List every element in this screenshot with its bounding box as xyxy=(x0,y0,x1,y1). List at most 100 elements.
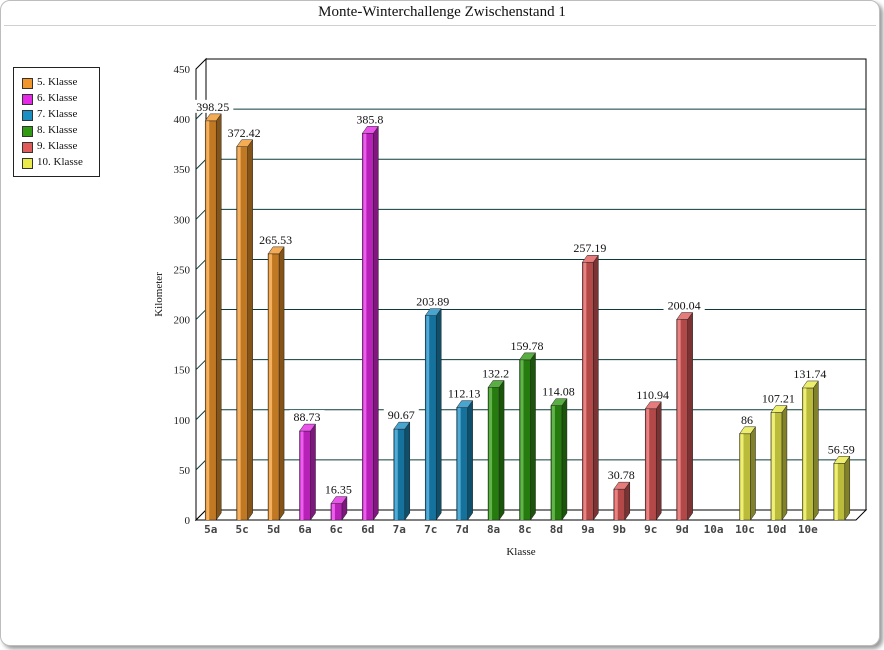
bar-top-5a xyxy=(204,113,222,122)
bar-side-6a xyxy=(310,423,316,521)
bar-side-9d xyxy=(687,311,693,521)
gridline-side-300 xyxy=(195,208,207,220)
bar-side-8a xyxy=(498,379,505,521)
bar-highlight-10d xyxy=(771,412,775,520)
bar-highlight-9d xyxy=(677,319,681,520)
value-label-bar-20: 56.59 xyxy=(828,442,855,456)
bar-highlight-10e xyxy=(803,387,807,520)
value-label-6d: 385.8 xyxy=(356,112,383,126)
bar-side-5a xyxy=(215,113,222,521)
bar-top-8a xyxy=(487,380,505,388)
x-axis-title: Klasse xyxy=(506,546,535,558)
bar-top-7d xyxy=(456,400,474,408)
y-tick-0: 0 xyxy=(185,515,191,527)
y-tick-100: 100 xyxy=(174,415,191,427)
legend-label-10-klasse: 10. Klasse xyxy=(37,156,83,168)
y-tick-200: 200 xyxy=(174,315,191,327)
value-label-6a: 88.73 xyxy=(294,410,321,424)
value-label-7d: 112.13 xyxy=(448,387,481,401)
bar-highlight-9c xyxy=(646,408,650,520)
value-label-bg-9b xyxy=(603,468,639,482)
bar-highlight-8c xyxy=(520,359,524,520)
gridline-side-250 xyxy=(195,259,207,270)
value-label-9c: 110.94 xyxy=(636,388,669,402)
bar-side-9c xyxy=(655,401,662,521)
bar-side-7c xyxy=(435,307,442,521)
bar-side-5d xyxy=(278,246,285,521)
bar-top-6a xyxy=(299,423,316,432)
bar-top-10c xyxy=(739,426,756,435)
bar-top-9d xyxy=(676,312,694,320)
bar-side-10d xyxy=(781,404,788,521)
value-label-8d: 114.08 xyxy=(542,385,575,399)
bar-highlight-6c xyxy=(331,503,335,520)
bar-side-6d xyxy=(373,125,379,521)
y-tick-350: 350 xyxy=(174,164,191,176)
bar-side-5c xyxy=(247,138,253,521)
legend-label-6-klasse: 6. Klasse xyxy=(37,92,78,104)
value-label-bg-10c xyxy=(738,412,756,426)
x-tick-5c: 5c xyxy=(236,523,249,536)
value-label-6c: 16.35 xyxy=(325,483,352,497)
plot-side-wall xyxy=(195,57,207,522)
x-tick-9a: 9a xyxy=(581,523,594,536)
value-label-bg-bar-20 xyxy=(823,442,859,456)
x-tick-6d: 6d xyxy=(361,523,374,536)
legend-label-9-klasse: 9. Klasse xyxy=(37,140,78,152)
bar-top-8d xyxy=(550,398,568,406)
bar-top-9b xyxy=(613,481,631,490)
legend-swatch-6-klasse xyxy=(22,94,33,105)
value-label-bg-7c xyxy=(412,294,454,308)
value-label-bg-10e xyxy=(789,366,831,380)
x-tick-8a: 8a xyxy=(487,523,500,536)
y-tick-50: 50 xyxy=(179,465,191,477)
bar-highlight-9b xyxy=(614,489,618,520)
legend-label-5-klasse: 5. Klasse xyxy=(37,76,78,88)
legend-swatch-8-klasse xyxy=(22,126,33,137)
gridline-side-150 xyxy=(195,359,207,371)
value-label-bg-7a xyxy=(383,408,419,422)
y-axis-title: Kilometer xyxy=(153,272,165,317)
bar-side-bar-20 xyxy=(844,455,851,521)
value-label-10c: 86 xyxy=(741,413,753,427)
value-label-bg-5a xyxy=(192,99,234,113)
value-label-7a: 90.67 xyxy=(388,408,415,422)
bar-highlight-6a xyxy=(300,431,304,520)
value-label-bg-6d xyxy=(352,112,388,126)
x-tick-7c: 7c xyxy=(424,523,437,536)
bar-highlight-5d xyxy=(269,253,273,520)
gridline-side-100 xyxy=(195,409,207,421)
bar-top-7c xyxy=(424,308,442,316)
bar-highlight-8d xyxy=(551,405,555,520)
y-tick-300: 300 xyxy=(174,214,191,226)
title-divider xyxy=(4,25,876,26)
value-label-bg-7d xyxy=(443,386,485,400)
x-tick-8d: 8d xyxy=(550,523,563,536)
x-tick-5a: 5a xyxy=(204,523,217,536)
x-tick-10c: 10c xyxy=(735,523,755,536)
x-tick-7d: 7d xyxy=(456,523,469,536)
y-tick-150: 150 xyxy=(174,365,191,377)
value-label-10d: 107.21 xyxy=(762,392,795,406)
value-label-bg-9c xyxy=(632,387,674,401)
x-tick-10a: 10a xyxy=(704,523,724,536)
bar-side-10c xyxy=(750,426,756,521)
value-label-9a: 257.19 xyxy=(573,241,606,255)
legend-swatch-7-klasse xyxy=(22,110,33,121)
bar-side-7d xyxy=(467,399,473,521)
bar-highlight-7d xyxy=(457,407,461,520)
bar-side-8c xyxy=(530,352,536,521)
bar-top-9c xyxy=(644,401,662,410)
bar-highlight-7a xyxy=(394,429,398,520)
gridline-side-50 xyxy=(195,459,207,471)
value-label-bg-8a xyxy=(478,366,514,380)
bar-top-6d xyxy=(361,126,379,134)
gridline-side-350 xyxy=(195,158,207,170)
bar-highlight-7c xyxy=(426,315,430,520)
legend-swatch-9-klasse xyxy=(22,142,33,153)
value-label-5a: 398.25 xyxy=(196,100,229,114)
value-label-9b: 30.78 xyxy=(608,468,635,482)
bar-top-8c xyxy=(519,352,536,361)
value-label-bg-9a xyxy=(569,241,611,255)
